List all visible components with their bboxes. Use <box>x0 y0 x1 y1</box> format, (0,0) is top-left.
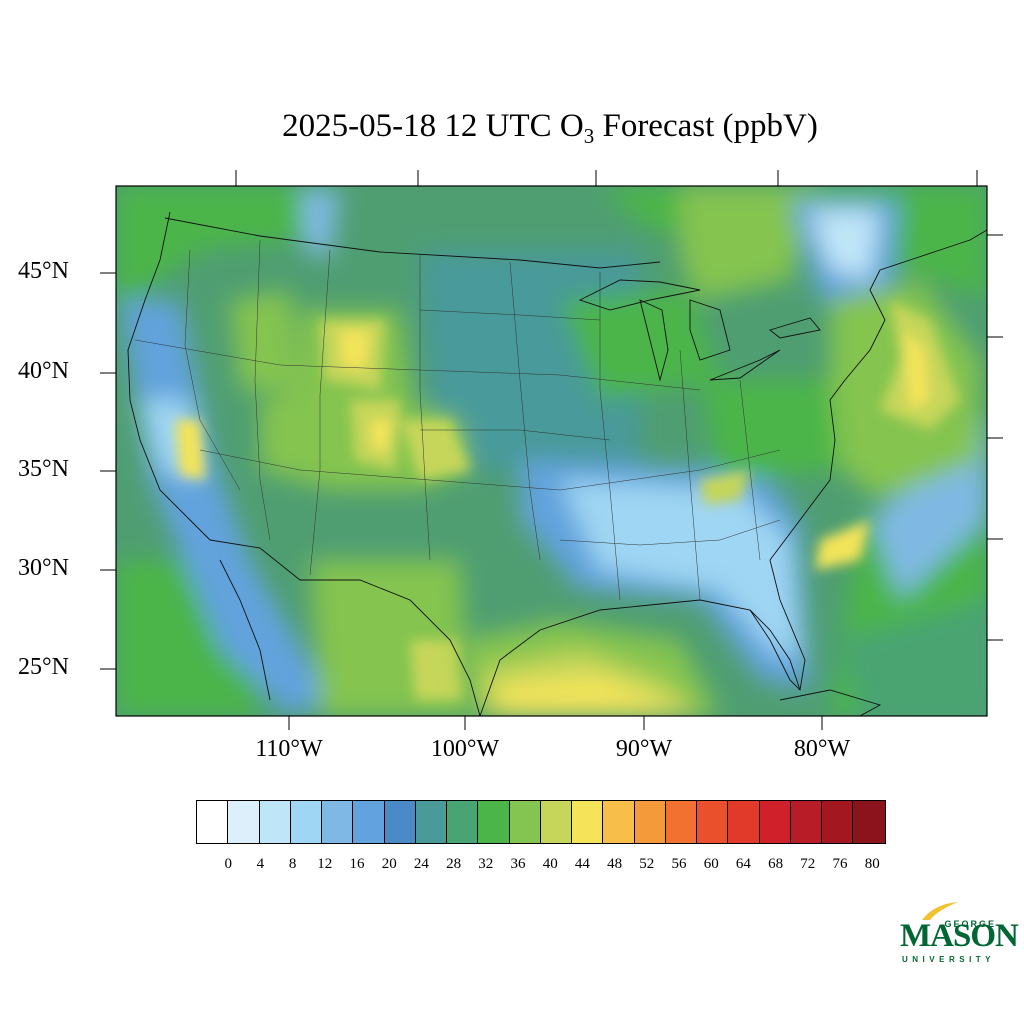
lon-label-90w: 90°W <box>615 736 673 762</box>
colorbar-swatch <box>603 801 635 843</box>
logo-george: GEORGE <box>944 919 996 929</box>
ozone-field <box>116 186 987 716</box>
colorbar-swatch <box>290 801 322 843</box>
logo-swoosh-icon <box>922 902 958 920</box>
colorbar-label: 68 <box>768 856 784 872</box>
colorbar-label: 12 <box>317 856 333 872</box>
colorbar-label: 20 <box>381 856 397 872</box>
colorbar-label: 52 <box>639 856 655 872</box>
florida <box>749 609 801 691</box>
baja <box>219 559 271 701</box>
colorbar-swatch <box>822 801 854 843</box>
colorbar-swatch <box>197 801 229 843</box>
colorbar-swatch <box>384 801 416 843</box>
colorbar-swatch <box>478 801 510 843</box>
great-lakes-ontario <box>769 317 821 339</box>
lon-label-110w: 110°W <box>255 736 323 762</box>
colorbar-swatch <box>665 801 697 843</box>
axis-ticks <box>100 170 1003 730</box>
state-lines <box>134 239 781 601</box>
colorbar-swatch <box>447 801 479 843</box>
colorbar-label: 36 <box>510 856 526 872</box>
colorbar-swatch <box>228 801 260 843</box>
colorbar-swatch <box>634 801 666 843</box>
map-title: 2025-05-18 12 UTC O3 Forecast (ppbV) <box>282 108 818 148</box>
lat-label-30n: 30°N <box>18 555 69 581</box>
map-frame <box>115 185 988 717</box>
colorbar-label: 76 <box>832 856 848 872</box>
great-lakes-superior <box>578 279 701 311</box>
field-highlights <box>175 300 960 700</box>
colorbar-label: 0 <box>224 856 232 872</box>
colorbar-swatch <box>259 801 291 843</box>
great-lakes-huron <box>689 299 731 361</box>
great-lakes-michigan <box>639 299 669 382</box>
colorbar-label: 28 <box>446 856 462 872</box>
logo-mason: MASON <box>900 918 1019 954</box>
colorbar-swatch <box>728 801 760 843</box>
colorbar-swatch <box>697 801 729 843</box>
gulf-plume <box>460 620 720 716</box>
colorbar-label: 72 <box>800 856 816 872</box>
colorbar-swatch <box>572 801 604 843</box>
us-mexico-border <box>209 539 481 716</box>
colorbar-label: 44 <box>574 856 590 872</box>
lat-label-25n: 25°N <box>18 654 69 680</box>
colorbar-label: 32 <box>478 856 494 872</box>
colorbar-swatch <box>853 801 885 843</box>
colorbar-label: 16 <box>349 856 365 872</box>
colorbar-swatch <box>790 801 822 843</box>
colorbar-label: 40 <box>542 856 558 872</box>
boundaries <box>127 211 987 716</box>
colorbar-swatch <box>415 801 447 843</box>
colorbar-label: 64 <box>735 856 751 872</box>
field-blobs <box>116 186 987 716</box>
colorbar <box>196 800 886 844</box>
atlantic-coast <box>769 229 987 561</box>
cuba <box>779 689 882 716</box>
us-border-north <box>164 217 661 269</box>
lon-label-100w: 100°W <box>430 736 500 762</box>
colorbar-swatch <box>322 801 354 843</box>
lat-label-45n: 45°N <box>18 258 69 284</box>
colorbar-swatch <box>509 801 541 843</box>
colorbar-swatch <box>353 801 385 843</box>
colorbar-label: 56 <box>671 856 687 872</box>
lat-label-40n: 40°N <box>18 358 69 384</box>
great-lakes-erie <box>709 349 781 381</box>
colorbar-swatch <box>759 801 791 843</box>
colorbar-swatch <box>540 801 572 843</box>
lat-label-35n: 35°N <box>18 456 69 482</box>
gmu-logo: GEORGE MASON UNIVERSITY <box>900 900 1019 970</box>
colorbar-label: 8 <box>288 856 297 872</box>
colorbar-label: 4 <box>256 856 265 872</box>
colorbar-label: 60 <box>703 856 719 872</box>
west-coast <box>127 211 211 541</box>
lon-label-80w: 80°W <box>793 736 851 762</box>
logo-university: UNIVERSITY <box>902 955 996 964</box>
colorbar-label: 80 <box>864 856 880 872</box>
colorbar-label: 24 <box>413 856 429 872</box>
colorbar-label: 48 <box>607 856 623 872</box>
